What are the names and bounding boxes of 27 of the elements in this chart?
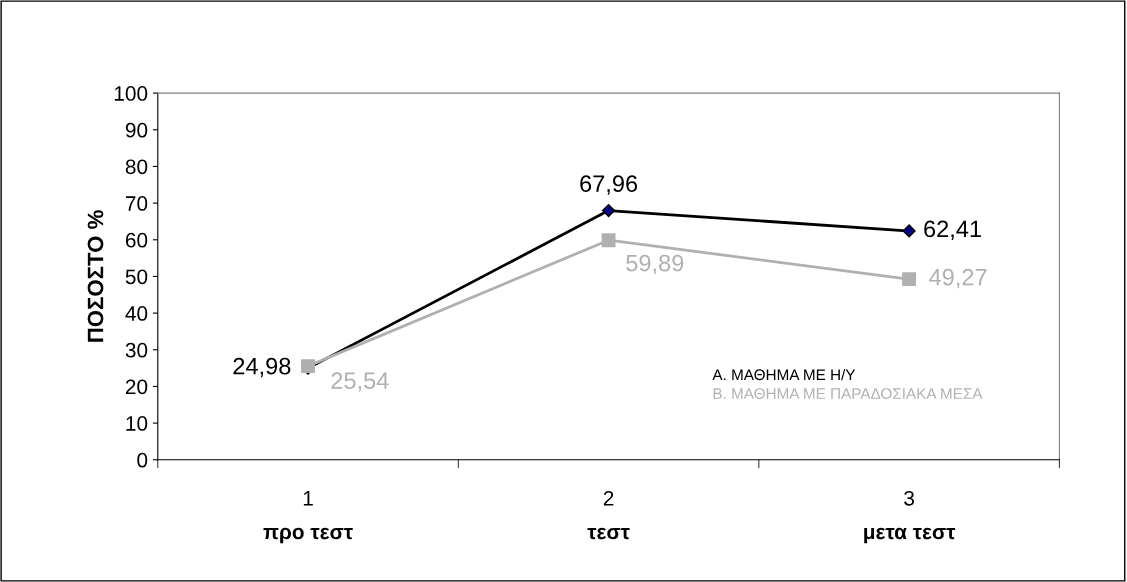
text: Α. ΜΑΘΗΜΑ ΜΕ Η/Υ: [712, 368, 856, 381]
y-tick-label: 10: [126, 416, 148, 431]
y-tick-label: 50: [125, 269, 148, 285]
y-tick-label: 20: [125, 379, 148, 395]
data-label: 62,41: [924, 220, 981, 241]
point: [902, 272, 917, 287]
category-label: 1 προ τεστ: [263, 491, 353, 544]
y-tick-label: 80: [125, 159, 148, 175]
data-label: 67,96: [580, 175, 638, 195]
y-tick-label: 90: [125, 122, 148, 138]
data-label: 59,89: [626, 254, 684, 275]
data-label: 25,54: [331, 372, 389, 392]
data-label: 49,27: [929, 268, 987, 289]
y-tick-label: 70: [125, 196, 148, 211]
data-label: 24,98: [233, 357, 291, 378]
category-label: 2 τεστ: [587, 490, 630, 540]
y-tick-label: 0: [137, 452, 148, 468]
y-tick-label: 30: [125, 342, 148, 358]
y-tick-label: 60: [125, 232, 148, 248]
y-tick-label: 100: [114, 86, 148, 101]
point: [601, 233, 616, 248]
category-label: 3 μετα τεστ: [864, 490, 956, 544]
text: Β. ΜΑΘΗΜΑ ΜΕ ΠΑΡΑΔΟΣΙΑΚΑ ΜΕΣΑ: [713, 388, 983, 400]
y-axis-title: ΠΟΣΟΣΤΟ %: [87, 210, 104, 342]
y-tick-label: 40: [125, 306, 148, 321]
point: [902, 224, 916, 238]
point: [601, 204, 616, 218]
